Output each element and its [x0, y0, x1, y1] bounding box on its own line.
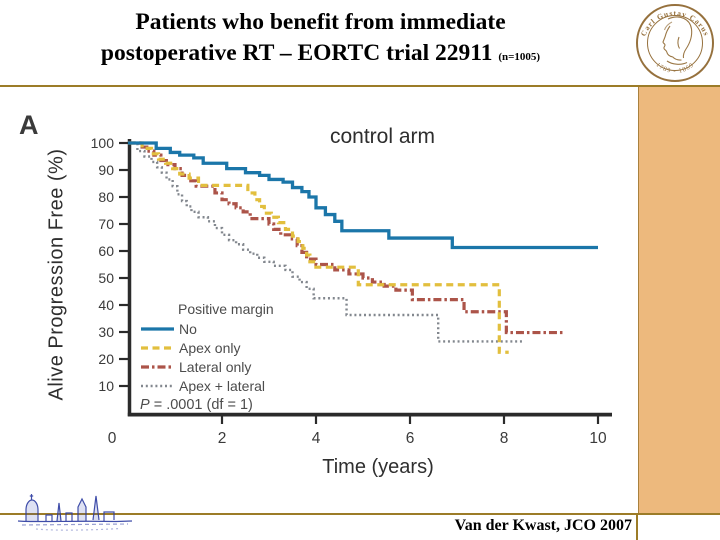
x-tick-label: 4: [312, 430, 321, 447]
legend-row-apex-lateral: Apex + lateral: [140, 376, 274, 395]
y-tick-label: 60: [98, 243, 114, 259]
footer-vertical-line: [636, 514, 638, 540]
y-axis-title: Alive Progression Free (%): [45, 148, 68, 401]
y-tick-label: 10: [98, 378, 114, 394]
curve-apex-only: [128, 141, 509, 354]
carus-seal-logo: Carl Gustav Carus 1789 - 1869: [636, 4, 714, 82]
footer-divider-line: [0, 513, 720, 515]
legend-title: Positive margin: [178, 301, 274, 317]
right-tan-panel: [638, 87, 720, 514]
seal-outer-ring: [636, 4, 714, 82]
x-axis-title: Time (years): [322, 456, 434, 478]
title-divider-line: [0, 85, 720, 87]
legend-label: No: [179, 320, 197, 337]
legend-swatch-dotted-icon: [141, 384, 174, 387]
curve-apex-lateral: [128, 141, 523, 343]
y-tick-label: 70: [98, 216, 114, 232]
x-tick-label: 6: [406, 430, 415, 447]
y-tick-label: 90: [98, 162, 114, 178]
legend-row-no: No: [140, 319, 274, 338]
x-tick-label: 8: [500, 430, 509, 447]
y-tick-label: 20: [98, 351, 114, 367]
y-tick-label: 50: [98, 270, 114, 286]
legend-label: Apex + lateral: [179, 377, 265, 394]
y-tick-label: 80: [98, 189, 114, 205]
seal-inner-ring: [647, 15, 703, 71]
carus-portrait-sketch: [662, 16, 693, 65]
curve-lateral-only: [128, 141, 563, 335]
x-tick-label: 2: [218, 430, 227, 447]
title-line-1: Patients who benefit from immediate: [135, 9, 506, 35]
title-line-2: postoperative RT – EORTC trial 22911 (n=…: [100, 40, 541, 66]
slide-title: Patients who benefit from immediate post…: [8, 7, 633, 73]
y-tick-label: 40: [98, 297, 114, 313]
legend-row-apex-only: Apex only: [140, 338, 274, 357]
legend-row-lateral-only: Lateral only: [140, 357, 274, 376]
control-arm-annotation: control arm: [329, 125, 436, 148]
x-tick-label: 10: [589, 430, 607, 447]
legend-label: Apex only: [179, 339, 241, 356]
legend-swatch-dashdot-icon: [141, 364, 174, 369]
y-tick-label: 30: [98, 324, 114, 340]
panel-label-a: A: [19, 110, 39, 140]
y-tick-label: 100: [91, 135, 115, 151]
legend-swatch-dashed-icon: [141, 345, 174, 350]
legend-label: Lateral only: [179, 358, 252, 375]
curve-no: [128, 141, 598, 250]
legend-swatch-solid-icon: [141, 326, 174, 331]
title-n-suffix: (n=1005): [498, 51, 541, 63]
citation-text: Van der Kwast, JCO 2007: [454, 517, 632, 534]
p-value-text: P = .0001 (df = 1): [140, 397, 253, 413]
x-tick-label: 0: [108, 430, 117, 447]
dresden-skyline-image: [17, 494, 133, 531]
p-value-italic-p: P: [140, 397, 150, 413]
chart-legend: Positive margin No Apex only Lateral only Ap…: [140, 301, 274, 413]
